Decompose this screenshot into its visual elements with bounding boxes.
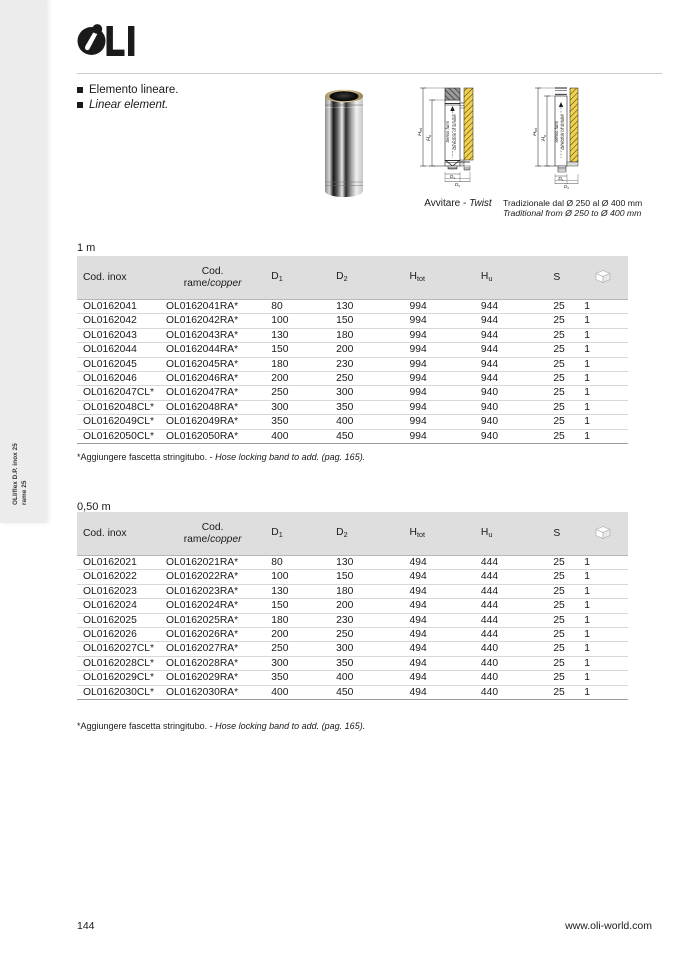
svg-text:Htot: Htot — [418, 128, 423, 136]
svg-text:Hu: Hu — [426, 135, 432, 141]
svg-text:D1: D1 — [558, 176, 563, 182]
svg-text:D2: D2 — [564, 184, 569, 190]
svg-text:Senso fumi: Senso fumi — [445, 120, 450, 143]
svg-text:D2: D2 — [455, 182, 460, 188]
svg-text:D1: D1 — [450, 174, 455, 180]
svg-text:Hu: Hu — [541, 135, 547, 141]
svg-text:Direction of smoke: Direction of smoke — [560, 114, 565, 150]
svg-text:Htot: Htot — [533, 128, 538, 136]
svg-text:Direction of smoke: Direction of smoke — [452, 114, 457, 150]
svg-text:Senso fumi: Senso fumi — [554, 120, 559, 143]
